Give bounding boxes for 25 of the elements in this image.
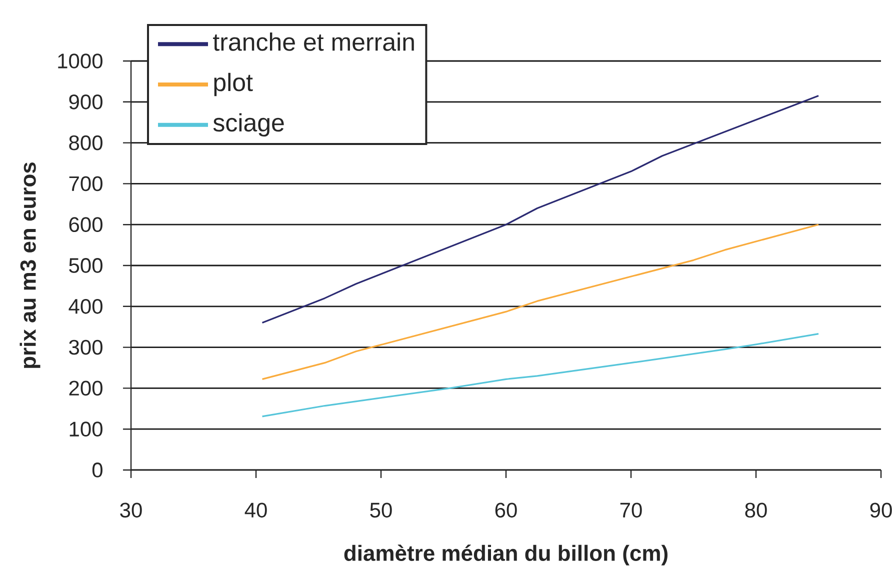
y-tick-label: 900 bbox=[69, 94, 102, 110]
x-tick-label: 70 bbox=[620, 502, 642, 518]
x-tick-label: 80 bbox=[745, 502, 767, 518]
x-tick-label: 50 bbox=[370, 502, 392, 518]
x-tick-label: 60 bbox=[495, 502, 517, 518]
legend-label: sciage bbox=[213, 113, 284, 137]
y-tick-label: 100 bbox=[70, 422, 102, 437]
y-tick-label: 700 bbox=[69, 176, 102, 192]
x-tick-label: 40 bbox=[244, 502, 267, 518]
y-tick-label: 600 bbox=[69, 217, 102, 232]
x-tick-label: 30 bbox=[120, 502, 142, 518]
x-axis-title: diamètre médian du billon (cm) bbox=[344, 544, 668, 566]
y-axis-title: prix au m3 en euros bbox=[20, 162, 40, 368]
y-tick-label: 0 bbox=[92, 462, 102, 478]
y-tick-label: 800 bbox=[69, 135, 102, 150]
line-series bbox=[261, 332, 820, 418]
y-tick-label: 400 bbox=[68, 298, 102, 314]
legend-label: plot bbox=[214, 72, 253, 96]
line-series bbox=[261, 224, 820, 380]
x-tick-label: 90 bbox=[870, 502, 892, 518]
y-tick-label: 1000 bbox=[58, 54, 102, 68]
y-tick-label: 300 bbox=[69, 340, 102, 355]
legend-label: tranche et merrain bbox=[213, 32, 414, 51]
y-tick-label: 200 bbox=[69, 380, 102, 396]
y-tick-label: 500 bbox=[69, 258, 102, 273]
